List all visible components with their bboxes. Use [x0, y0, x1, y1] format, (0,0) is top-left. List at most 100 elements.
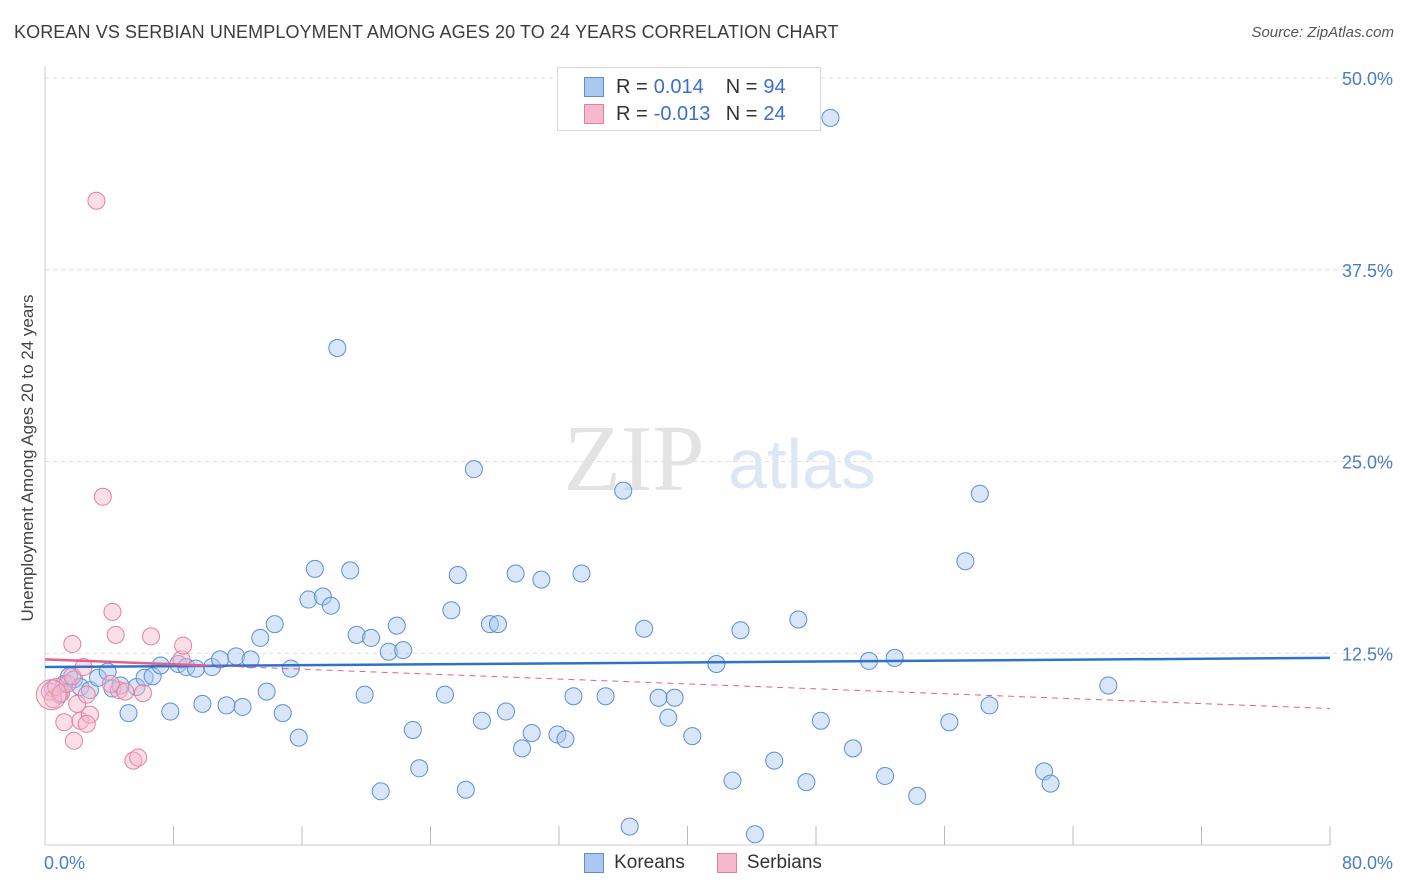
x-tick-label-max: 80.0%: [1342, 853, 1393, 873]
legend-label-serbians: Serbians: [746, 852, 822, 873]
serbian-point: [103, 602, 122, 621]
serbian-point: [64, 731, 83, 750]
korean-point: [186, 659, 205, 678]
korean-point: [241, 650, 260, 669]
source-label: Source: ZipAtlas.com: [1251, 24, 1394, 41]
korean-point: [289, 728, 308, 747]
korean-point: [394, 641, 413, 660]
korean-point: [387, 616, 406, 635]
legend-r-value: 0.014: [653, 75, 704, 98]
korean-point: [513, 739, 532, 758]
korean-point: [596, 687, 615, 706]
korean-point: [435, 685, 454, 704]
y-tick-label: 37.5%: [1342, 261, 1393, 281]
korean-point: [665, 688, 684, 707]
korean-point: [362, 628, 381, 647]
korean-point: [980, 696, 999, 715]
korean-point: [233, 697, 252, 716]
korean-point: [765, 751, 784, 770]
korean-point: [956, 552, 975, 571]
korean-point: [193, 694, 212, 713]
x-tick-label-min: 0.0%: [44, 853, 85, 873]
trend-lines: [44, 656, 1331, 709]
serbian-point: [174, 636, 193, 655]
korean-point: [532, 570, 551, 589]
korean-point: [273, 704, 292, 723]
serbian-point: [106, 625, 125, 644]
legend-r-label: R =: [616, 102, 648, 125]
korean-point: [119, 704, 138, 723]
series-legend: Koreans Serbians: [0, 852, 1406, 874]
y-tick-label: 25.0%: [1342, 453, 1393, 473]
serbian-point: [63, 635, 82, 654]
korean-point: [797, 773, 816, 792]
legend-n-label: N =: [725, 75, 758, 98]
legend-n-label: N =: [725, 102, 758, 125]
serbian-point: [55, 713, 74, 732]
korean-point: [161, 702, 180, 721]
serbian-point: [101, 674, 120, 693]
watermark: ZIP atlas: [564, 407, 876, 511]
korean-swatch: [584, 853, 605, 873]
korean-point: [556, 730, 575, 749]
serbian-trend-line-solid: [44, 658, 206, 667]
korean-point: [488, 615, 507, 634]
korean-point: [410, 759, 429, 778]
korean-point: [908, 786, 927, 805]
korean-point: [970, 484, 989, 503]
serbian-swatch: [584, 104, 604, 124]
legend-n-value: 24: [763, 102, 786, 125]
korean-point: [341, 561, 360, 580]
korean-point: [456, 780, 475, 799]
serbian-point: [124, 751, 143, 770]
korean-point: [723, 771, 742, 790]
korean-trend-line: [44, 656, 1331, 669]
korean-point: [572, 564, 591, 583]
y-tick-label: 50.0%: [1342, 69, 1393, 89]
legend-row-koreans: R = 0.014 N = 94: [584, 75, 786, 99]
legend-r-value: -0.013: [653, 102, 711, 125]
korean-point: [371, 782, 390, 801]
legend-label-koreans: Koreans: [614, 852, 685, 873]
serbian-point: [129, 748, 148, 767]
tick-labels: 12.5% 25.0% 37.5% 50.0% 0.0% 80.0%: [44, 69, 1393, 873]
chart-title: KOREAN VS SERBIAN UNEMPLOYMENT AMONG AGE…: [14, 22, 839, 42]
korean-point: [620, 817, 639, 836]
korean-point: [496, 702, 515, 721]
serbian-point: [142, 627, 161, 646]
legend-item-koreans[interactable]: Koreans: [584, 852, 685, 874]
legend-r-label: R =: [616, 75, 648, 98]
korean-point: [442, 601, 461, 620]
serbian-point: [77, 685, 96, 704]
korean-point: [885, 648, 904, 667]
korean-point: [355, 685, 374, 704]
serbian-point: [133, 684, 152, 703]
legend-row-serbians: R = -0.013 N = 24: [584, 102, 786, 126]
korean-point: [614, 481, 633, 500]
korean-point: [635, 619, 654, 638]
korean-point: [257, 682, 276, 701]
legend-item-serbians[interactable]: Serbians: [716, 852, 822, 874]
korean-point: [707, 654, 726, 673]
korean-swatch: [584, 77, 604, 97]
grid-lines: [45, 77, 1394, 654]
korean-point: [745, 825, 764, 844]
serbian-point: [93, 487, 112, 506]
korean-point: [64, 670, 83, 689]
korean-point: [649, 688, 668, 707]
axes: [44, 66, 1331, 846]
korean-point: [328, 338, 347, 357]
watermark-zip: ZIP: [564, 407, 705, 511]
korean-point: [217, 696, 236, 715]
korean-point: [403, 720, 422, 739]
korean-point: [265, 615, 284, 634]
korean-point: [1041, 774, 1060, 793]
korean-point: [940, 713, 959, 732]
korean-point: [564, 687, 583, 706]
korean-point: [789, 610, 808, 629]
korean-point: [731, 621, 750, 640]
serbian-point-cluster: [35, 679, 67, 711]
korean-point: [347, 625, 366, 644]
serbian-point: [116, 682, 135, 701]
